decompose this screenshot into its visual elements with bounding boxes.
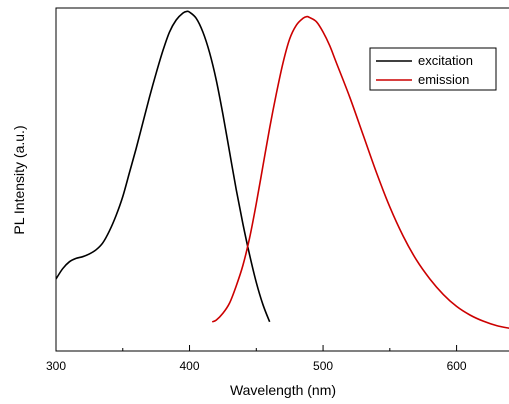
legend-box bbox=[369, 47, 497, 91]
x-axis-ticks: 300 400 500 600 bbox=[46, 345, 467, 373]
x-tick-label: 400 bbox=[180, 359, 200, 373]
y-axis-title: PL Intensity (a.u.) bbox=[11, 125, 27, 234]
x-tick-label: 500 bbox=[313, 359, 333, 373]
x-tick-label: 300 bbox=[46, 359, 66, 373]
legend: excitation emission bbox=[369, 47, 497, 91]
x-tick-label: 600 bbox=[447, 359, 467, 373]
plot-frame bbox=[55, 7, 509, 352]
x-axis-title: Wavelength (nm) bbox=[230, 382, 336, 398]
legend-label-emission: emission bbox=[418, 72, 469, 87]
series-line-excitation bbox=[56, 10, 271, 323]
series-layer bbox=[56, 10, 509, 329]
legend-label-excitation: excitation bbox=[418, 53, 473, 68]
plot-area bbox=[56, 10, 509, 329]
series-line-emission bbox=[211, 15, 509, 329]
